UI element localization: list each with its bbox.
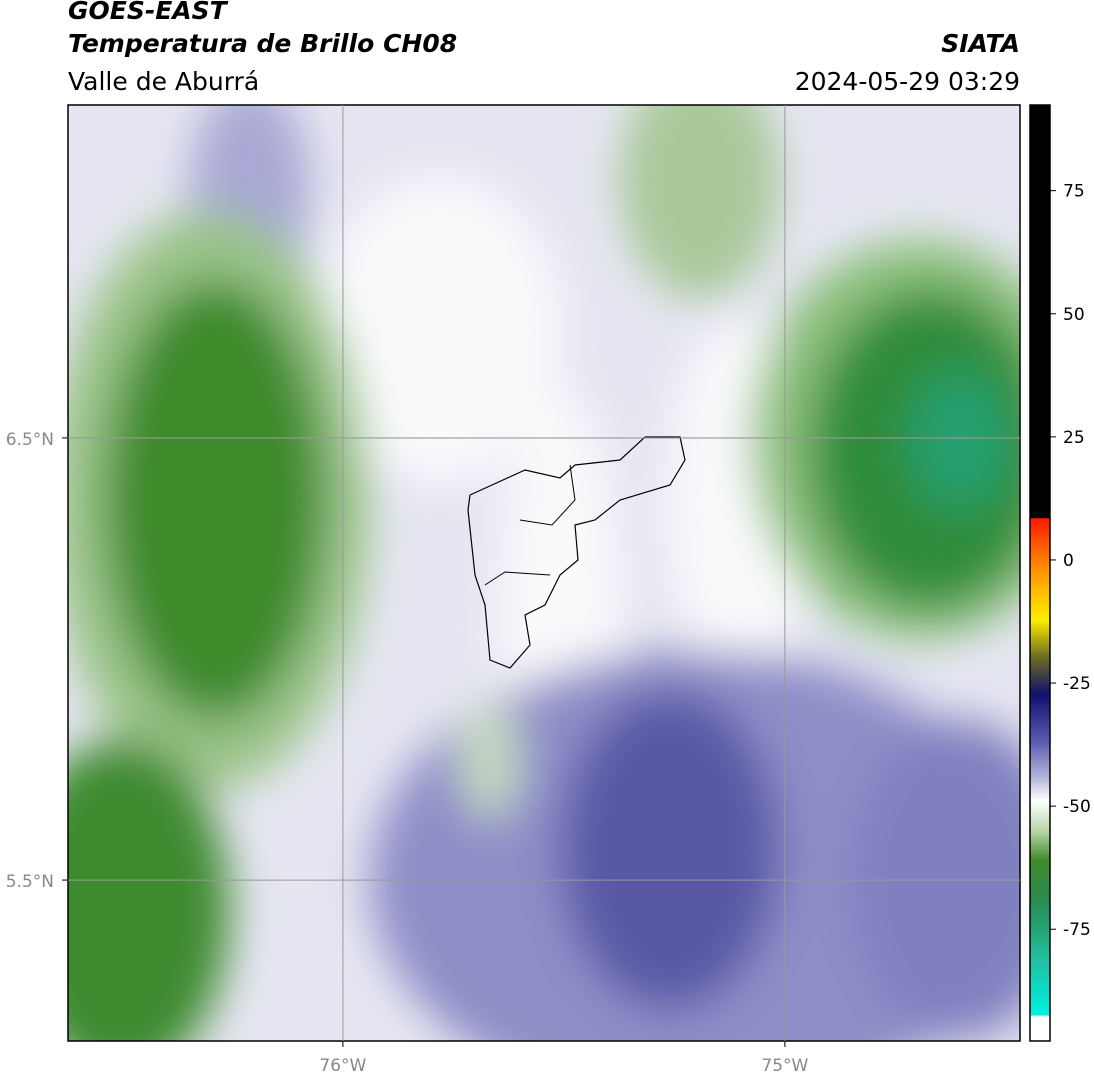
colorbar-tick-label: -50 [1063,797,1091,817]
colorbar [1029,104,1051,1042]
colorbar-tick-label: 0 [1063,551,1074,571]
subtitle: Temperatura de Brillo CH08 [68,29,457,58]
source: SIATA [941,29,1020,58]
colorbar-tick-label: -25 [1063,674,1091,694]
lon-tick-label: 75°W [761,1056,808,1076]
colorbar-tick-label: 75 [1063,182,1085,202]
valley-outline [519,464,576,526]
lat-tick-label: 5.5°N [6,872,54,892]
lon-tick-label: 76°W [319,1056,366,1076]
title: GOES-EAST [68,0,229,25]
colorbar-tick-label: 50 [1063,305,1085,325]
lat-tick-label: 6.5°N [6,430,54,450]
map-frame [67,104,1021,1042]
colorbar-tick-label: 25 [1063,428,1085,448]
timestamp: 2024-05-29 03:29 [795,67,1020,96]
colorbar-tick-label: -75 [1063,920,1091,940]
map-field [68,105,1020,1041]
valley-outline [484,571,551,586]
valley-outline [467,436,686,669]
region: Valle de Aburrá [68,67,259,96]
